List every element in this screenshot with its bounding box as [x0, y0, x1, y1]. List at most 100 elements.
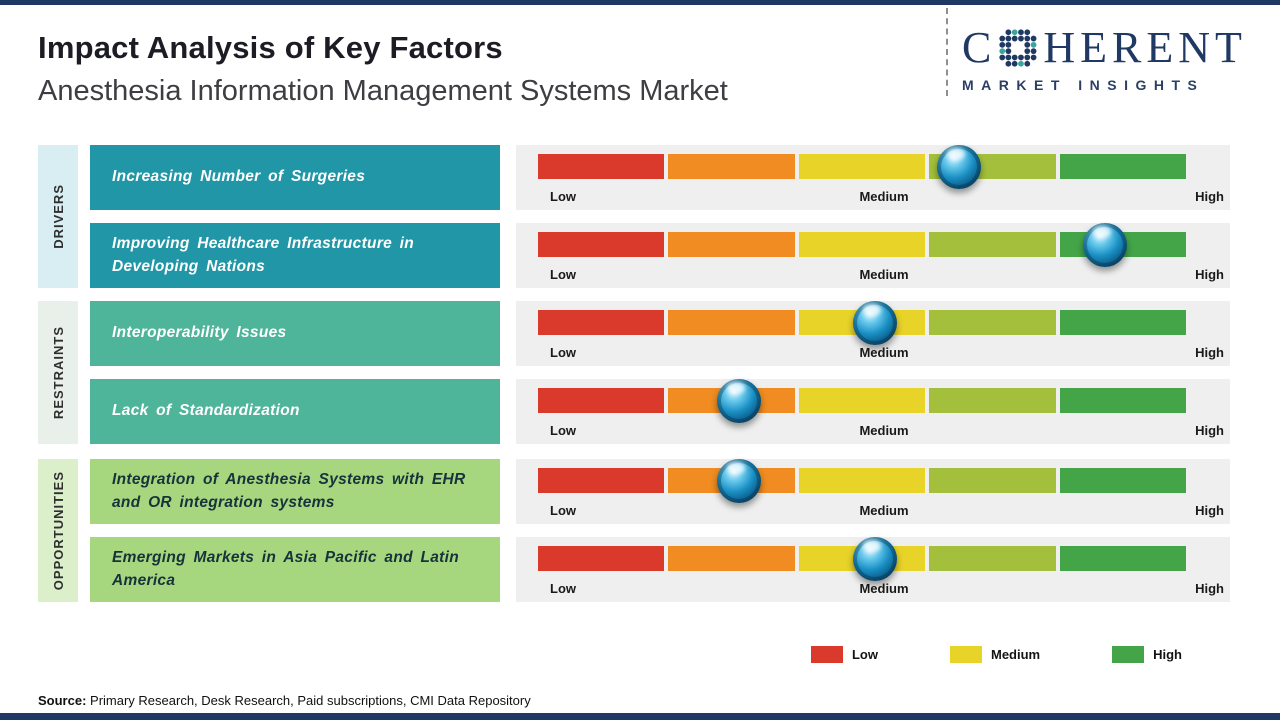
logo-divider — [946, 8, 948, 96]
scale-label-low: Low — [550, 503, 576, 518]
impact-bar-track — [538, 536, 1187, 581]
scale-label-medium: Medium — [859, 345, 909, 360]
impact-marker — [852, 536, 897, 581]
impact-marker — [1083, 222, 1127, 267]
brand-name: C HERENT — [962, 26, 1247, 70]
factor-box: Integration of Anesthesia Systems with E… — [90, 459, 500, 524]
legend-item-low: Low — [810, 646, 878, 663]
bar-segment — [798, 232, 926, 257]
scale-label-medium: Medium — [859, 189, 909, 204]
bar-segment — [798, 388, 926, 413]
group-drivers: DRIVERS Increasing Number of Surgeries L… — [38, 144, 1230, 288]
impact-marker — [716, 378, 761, 423]
scale-labels: Low Medium High — [538, 345, 1224, 361]
bar-segment — [798, 154, 926, 179]
scale-label-high: High — [1195, 267, 1224, 282]
bar-segment — [538, 232, 665, 257]
impact-scale: Low Medium High — [516, 144, 1230, 210]
factor-row: Integration of Anesthesia Systems with E… — [90, 458, 1230, 524]
scale-labels: Low Medium High — [538, 189, 1224, 205]
factor-row: Emerging Markets in Asia Pacific and Lat… — [90, 536, 1230, 602]
impact-scale: Low Medium High — [516, 300, 1230, 366]
scale-label-high: High — [1195, 503, 1224, 518]
legend-label: High — [1153, 647, 1182, 662]
bar-segment — [538, 154, 665, 179]
source-text: Primary Research, Desk Research, Paid su… — [86, 693, 531, 708]
category-strip-drivers: DRIVERS — [38, 145, 78, 288]
scale-labels: Low Medium High — [538, 423, 1224, 439]
factor-box: Improving Healthcare Infrastructure in D… — [90, 223, 500, 288]
impact-bar-track — [538, 378, 1187, 423]
scale-label-high: High — [1195, 345, 1224, 360]
bar-segment — [538, 546, 665, 571]
factor-text: Improving Healthcare Infrastructure in D… — [112, 235, 415, 275]
top-rule — [0, 0, 1280, 5]
factor-row: Lack of Standardization Low Medium High — [90, 378, 1230, 444]
brand-tagline: MARKET INSIGHTS — [962, 77, 1205, 93]
bottom-rule — [0, 713, 1280, 720]
scale-label-low: Low — [550, 267, 576, 282]
factor-text: Lack of Standardization — [112, 402, 300, 420]
factor-box: Emerging Markets in Asia Pacific and Lat… — [90, 537, 500, 602]
logo-mosaic-o-icon — [997, 27, 1039, 69]
bar-segment — [1059, 546, 1187, 571]
impact-scale: Low Medium High — [516, 378, 1230, 444]
impact-marker — [852, 300, 897, 345]
impact-marker — [716, 458, 761, 503]
scale-label-low: Low — [550, 581, 576, 596]
bar-segment — [929, 388, 1056, 413]
legend: Low Medium High — [810, 646, 1182, 663]
bar-segment — [1059, 154, 1187, 179]
category-label: RESTRAINTS — [50, 325, 66, 420]
legend-swatch-medium — [949, 646, 982, 663]
legend-item-medium: Medium — [949, 646, 1040, 663]
legend-label: Low — [851, 647, 878, 662]
factor-text: Integration of Anesthesia Systems with E… — [112, 471, 466, 511]
scale-label-high: High — [1195, 581, 1224, 596]
header: Impact Analysis of Key Factors Anesthesi… — [38, 30, 728, 108]
page-subtitle: Anesthesia Information Management System… — [38, 75, 728, 107]
impact-scale: Low Medium High — [516, 536, 1230, 602]
bar-segment — [1059, 388, 1187, 413]
bar-segment — [929, 232, 1056, 257]
bar-segment — [929, 546, 1056, 571]
scale-label-low: Low — [550, 423, 576, 438]
brand-suffix: HERENT — [1043, 23, 1247, 72]
group-restraints: RESTRAINTS Interoperability Issues Low M… — [38, 300, 1230, 444]
factor-box: Lack of Standardization — [90, 379, 500, 444]
impact-scale: Low Medium High — [516, 222, 1230, 288]
factor-row: Interoperability Issues Low Medium High — [90, 300, 1230, 366]
scale-label-medium: Medium — [859, 267, 909, 282]
category-strip-opportunities: OPPORTUNITIES — [38, 459, 78, 602]
impact-bar-track — [538, 144, 1187, 189]
category-strip-restraints: RESTRAINTS — [38, 301, 78, 444]
bar-segment — [668, 232, 795, 257]
category-label: DRIVERS — [50, 184, 66, 249]
factor-text: Interoperability Issues — [112, 324, 287, 342]
impact-bar-track — [538, 300, 1187, 345]
legend-item-high: High — [1112, 646, 1182, 663]
bar-segment — [929, 310, 1056, 335]
category-label: OPPORTUNITIES — [50, 470, 66, 591]
bar-segment — [538, 388, 665, 413]
scale-label-medium: Medium — [859, 581, 909, 596]
scale-labels: Low Medium High — [538, 267, 1224, 283]
scale-label-high: High — [1195, 189, 1224, 204]
group-opportunities: OPPORTUNITIES Integration of Anesthesia … — [38, 458, 1230, 602]
scale-labels: Low Medium High — [538, 581, 1224, 597]
factor-text: Emerging Markets in Asia Pacific and Lat… — [112, 549, 460, 589]
factor-row: Improving Healthcare Infrastructure in D… — [90, 222, 1230, 288]
brand-prefix: C — [962, 23, 997, 72]
source-line: Source: Primary Research, Desk Research,… — [38, 693, 531, 708]
impact-bar-track — [538, 458, 1187, 503]
impact-bar-track — [538, 222, 1187, 267]
impact-scale: Low Medium High — [516, 458, 1230, 524]
bar-segment — [1059, 310, 1187, 335]
scale-label-low: Low — [550, 189, 576, 204]
scale-labels: Low Medium High — [538, 503, 1224, 519]
bar-segment — [798, 468, 926, 493]
impact-marker — [937, 144, 982, 189]
scale-label-low: Low — [550, 345, 576, 360]
factor-row: Increasing Number of Surgeries Low Mediu… — [90, 144, 1230, 210]
bar-segment — [668, 310, 795, 335]
